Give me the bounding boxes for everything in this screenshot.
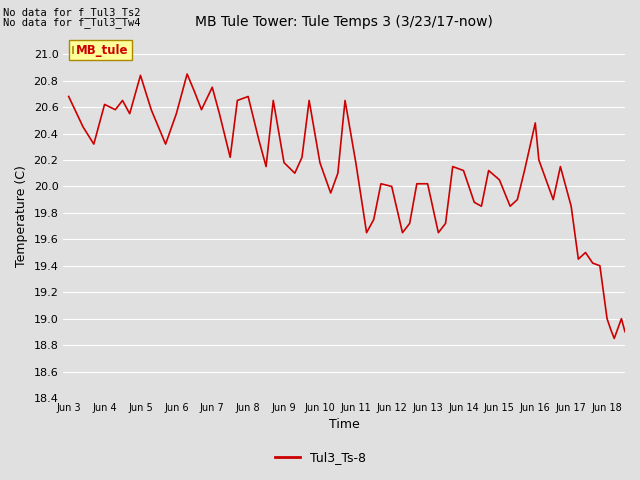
Text: No data for f_Tul3_Ts2: No data for f_Tul3_Ts2 <box>3 7 141 18</box>
Text: No data for f_Tul3_Tw4: No data for f_Tul3_Tw4 <box>3 17 141 28</box>
Title: MB Tule Tower: Tule Temps 3 (3/23/17-now): MB Tule Tower: Tule Temps 3 (3/23/17-now… <box>195 15 493 29</box>
X-axis label: Time: Time <box>329 419 360 432</box>
Legend: MB_tule: MB_tule <box>69 40 132 60</box>
Y-axis label: Temperature (C): Temperature (C) <box>15 165 28 267</box>
Legend: Tul3_Ts-8: Tul3_Ts-8 <box>269 446 371 469</box>
